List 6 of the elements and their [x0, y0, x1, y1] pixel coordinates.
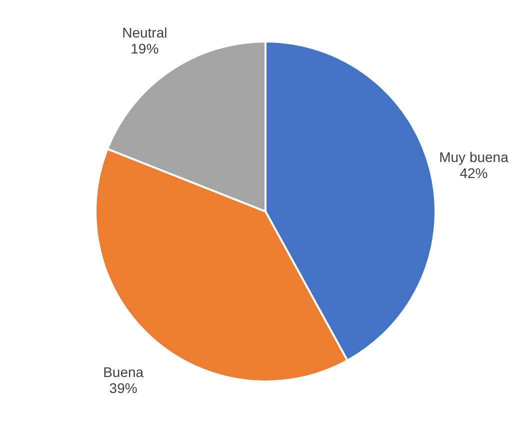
- slice-label: Muy buena: [439, 149, 509, 166]
- data-label: 39%: [109, 380, 138, 396]
- slice-label: Buena: [103, 364, 144, 380]
- data-label: 42%: [460, 165, 488, 182]
- data-label: 19%: [130, 40, 159, 57]
- slice-label: Neutral: [122, 24, 168, 41]
